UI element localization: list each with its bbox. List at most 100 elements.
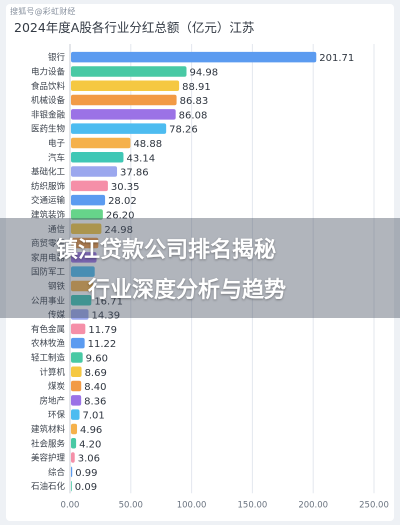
- x-tick-label: 0.00: [61, 500, 80, 510]
- bar: [71, 280, 93, 292]
- category-label: 交通运输: [31, 195, 66, 206]
- data-label: 11.79: [88, 325, 117, 336]
- data-label: 28.02: [108, 196, 137, 207]
- bar: [71, 66, 187, 77]
- category-label: 石油石化: [31, 481, 66, 492]
- data-label: 201.71: [319, 53, 354, 64]
- category-label: 机械设备: [31, 95, 66, 106]
- category-label: 建筑材料: [31, 424, 66, 435]
- data-label: 0.09: [75, 482, 97, 493]
- bar: [71, 180, 108, 192]
- bar: [71, 352, 83, 363]
- bar: [71, 480, 72, 492]
- data-label: 37.86: [120, 168, 149, 179]
- bar: [71, 152, 124, 163]
- bar: [71, 80, 180, 91]
- data-label: 4.20: [79, 439, 101, 450]
- data-label: 7.01: [83, 411, 105, 422]
- bar: [71, 51, 317, 63]
- bar: [71, 137, 131, 149]
- x-tick-label: 150.00: [238, 500, 268, 510]
- data-label: 11.22: [88, 339, 117, 350]
- category-label: 有色金属: [31, 324, 65, 335]
- data-label: 4.96: [80, 425, 102, 436]
- bar: [71, 366, 82, 377]
- category-label: 煤炭: [48, 381, 66, 392]
- category-label: 纺织服饰: [31, 181, 66, 192]
- x-tick-label: 100.00: [177, 500, 207, 510]
- category-label: 公用事业: [31, 295, 65, 306]
- data-label: 30.35: [111, 182, 140, 193]
- data-label: 26.20: [106, 210, 135, 221]
- data-label: 8.36: [84, 396, 106, 407]
- category-label: 电子: [48, 138, 66, 149]
- category-label: 环保: [48, 410, 66, 421]
- category-label: 国防军工: [31, 267, 66, 278]
- bar: [71, 395, 82, 406]
- category-label: 房地产: [39, 395, 65, 406]
- category-label: 家用电器: [31, 252, 66, 263]
- bar: [71, 237, 99, 249]
- category-label: 综合: [48, 467, 66, 478]
- headline-line-2: 行业深度分析与趋势: [88, 278, 287, 303]
- bar: [71, 466, 73, 478]
- bar: [71, 323, 86, 335]
- bar: [71, 295, 92, 306]
- bar: [71, 209, 103, 220]
- category-label: 电力设备: [31, 66, 66, 77]
- data-label: 8.69: [85, 368, 107, 379]
- bar: [71, 109, 176, 120]
- x-tick-label: 250.00: [359, 500, 389, 510]
- data-label: 86.08: [179, 110, 208, 121]
- category-label: 非银金融: [31, 109, 66, 120]
- bar: [71, 438, 77, 449]
- x-tick-label: 50.00: [119, 500, 143, 510]
- category-label: 汽车: [48, 152, 65, 163]
- category-label: 医药生物: [31, 124, 66, 135]
- data-label: 8.40: [84, 382, 106, 393]
- data-label: 88.91: [182, 82, 211, 93]
- bar: [71, 337, 85, 349]
- category-label: 通信: [48, 224, 66, 235]
- bar: [71, 252, 97, 263]
- bar: [71, 452, 75, 463]
- headline-line-1: 镇江贷款公司排名揭秘: [56, 238, 277, 263]
- bar: [71, 223, 102, 234]
- bar: [71, 309, 89, 320]
- category-label: 轻工制造: [31, 352, 66, 363]
- category-label: 建筑装饰: [31, 209, 66, 220]
- bar: [71, 123, 167, 134]
- watermark-text: 搜狐号@彩虹财经: [10, 7, 76, 16]
- bar: [71, 409, 80, 420]
- chart-card: 搜狐号@彩虹财经 2024年度A股各行业分红总额（亿元）江苏: [6, 4, 394, 521]
- category-label: 银行: [48, 52, 66, 63]
- category-label: 美容护理: [31, 453, 66, 464]
- bar: [71, 266, 95, 277]
- data-label: 9.60: [86, 353, 108, 364]
- category-label: 社会服务: [31, 438, 66, 449]
- data-label: 94.98: [189, 67, 218, 78]
- data-label: 16.71: [94, 296, 123, 307]
- data-label: 48.88: [133, 139, 162, 150]
- bar: [71, 94, 177, 106]
- data-label: 86.83: [180, 96, 209, 107]
- bar: [71, 166, 118, 177]
- chart-title: 2024年度A股各行业分红总额（亿元）江苏: [14, 20, 255, 35]
- category-label: 基础化工: [31, 167, 66, 178]
- data-label: 78.26: [169, 125, 198, 136]
- data-label: 0.99: [75, 468, 97, 479]
- x-tick-label: 200.00: [298, 500, 328, 510]
- category-label: 传媒: [48, 310, 66, 321]
- data-label: 43.14: [126, 153, 155, 164]
- bar: [71, 380, 82, 392]
- data-label: 3.06: [78, 454, 100, 465]
- data-label: 24.98: [104, 225, 133, 236]
- category-label: 计算机: [39, 367, 65, 378]
- category-label: 食品饮料: [31, 81, 66, 92]
- category-label: 钢铁: [48, 281, 66, 292]
- data-label: 14.39: [91, 311, 120, 322]
- category-label: 商贸零售: [31, 238, 65, 249]
- bar: [71, 423, 78, 435]
- bar: [71, 194, 106, 206]
